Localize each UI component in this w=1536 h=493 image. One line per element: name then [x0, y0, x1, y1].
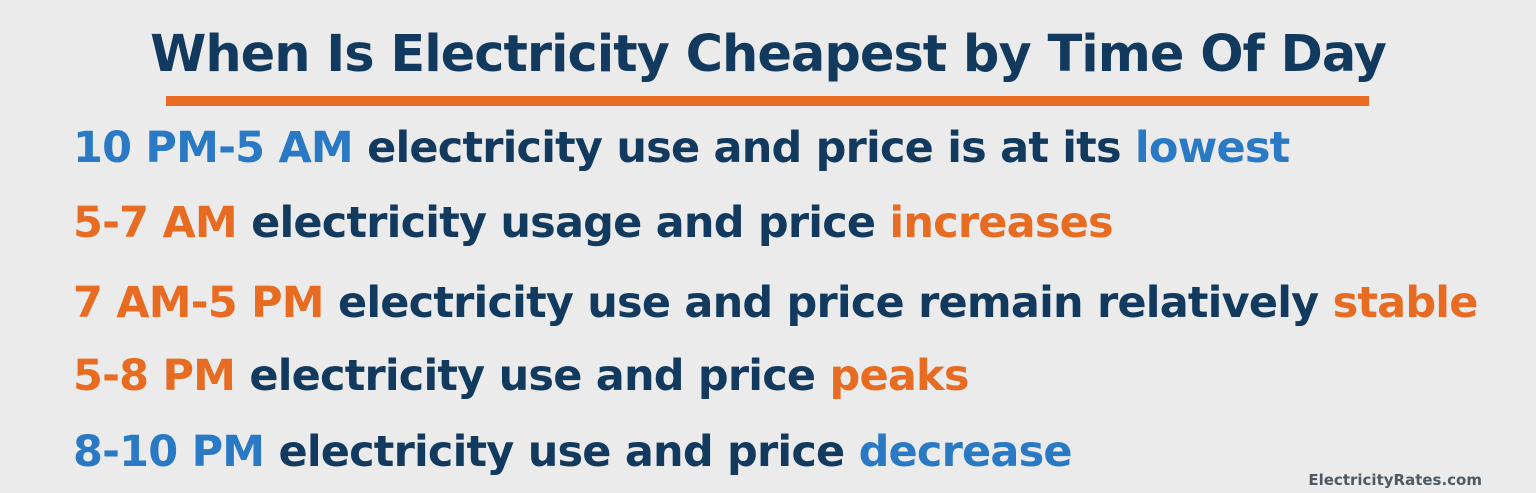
time-range-label: 5-8 PM — [73, 351, 236, 401]
description-text: electricity usage and price — [251, 198, 876, 248]
description-text: electricity use and price is at its — [367, 123, 1121, 173]
trend-keyword: stable — [1332, 278, 1479, 328]
time-range-label: 8-10 PM — [73, 427, 265, 477]
time-period-row: 5-7 AM electricity usage and price incre… — [73, 193, 1114, 253]
description-text: electricity use and price — [278, 427, 845, 477]
time-period-row: 7 AM-5 PM electricity use and price rema… — [73, 273, 1478, 333]
time-period-row: 8-10 PM electricity use and price decrea… — [73, 422, 1073, 482]
description-text: electricity use and price remain relativ… — [337, 278, 1319, 328]
time-period-row: 10 PM-5 AM electricity use and price is … — [73, 118, 1290, 178]
title-underline — [166, 96, 1369, 106]
trend-keyword: decrease — [858, 427, 1073, 477]
trend-keyword: peaks — [829, 351, 969, 401]
source-credit: ElectricityRates.com — [1308, 471, 1482, 489]
description-text: electricity use and price — [249, 351, 816, 401]
time-range-label: 5-7 AM — [73, 198, 238, 248]
infographic-title: When Is Electricity Cheapest by Time Of … — [150, 25, 1387, 84]
trend-keyword: increases — [889, 198, 1113, 248]
time-range-label: 7 AM-5 PM — [73, 278, 325, 328]
time-range-label: 10 PM-5 AM — [73, 123, 354, 173]
trend-keyword: lowest — [1134, 123, 1290, 173]
time-period-row: 5-8 PM electricity use and price peaks — [73, 346, 969, 406]
